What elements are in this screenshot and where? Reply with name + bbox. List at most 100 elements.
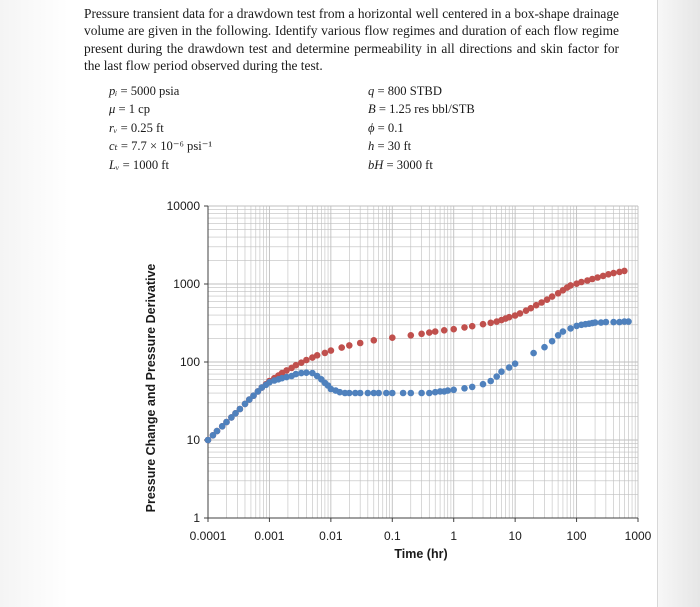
- pressure-change-point: [440, 327, 448, 334]
- given-porosity: ϕ = 0.1: [368, 120, 404, 135]
- pressure-change-point: [303, 356, 310, 364]
- derivative-point: [616, 318, 623, 326]
- pressure-change-point: [538, 299, 545, 306]
- y-tick-label: 10000: [167, 199, 201, 213]
- pressure-change-point: [594, 274, 601, 281]
- derivative-point: [352, 389, 359, 397]
- pressure-change-point: [346, 342, 353, 349]
- derivative-point: [213, 427, 221, 435]
- derivative-point: [548, 337, 556, 345]
- pressure-change-point: [298, 359, 305, 366]
- chart-grid: [207, 205, 639, 519]
- derivative-point: [298, 369, 305, 377]
- derivative-point: [461, 385, 468, 392]
- derivative-point: [236, 405, 244, 413]
- pressure-change-point: [327, 347, 335, 354]
- chart-axes: [204, 205, 639, 522]
- pressure-change-point: [468, 322, 476, 330]
- pressure-change-point: [321, 349, 329, 357]
- given-well-length: Lᵥ = 1000 ft: [109, 157, 169, 172]
- derivative-point: [364, 389, 372, 397]
- derivative-point: [493, 373, 501, 380]
- derivative-point: [625, 318, 632, 325]
- derivative-point: [223, 418, 230, 426]
- pressure-change-point: [338, 344, 345, 351]
- problem-statement: Pressure transient data for a drawdown t…: [84, 5, 619, 75]
- given-total-compressibility: cₜ = 7.7 × 10⁻⁶ psi⁻¹: [109, 139, 213, 154]
- derivative-point: [444, 387, 452, 394]
- given-viscosity: μ = 1 cp: [109, 102, 151, 117]
- given-formation-volume-factor: B = 1.25 res bbl/STB: [368, 102, 475, 117]
- derivative-point: [383, 389, 390, 397]
- derivative-point: [479, 380, 487, 388]
- pressure-change-point: [426, 329, 433, 336]
- pressure-change-point: [589, 275, 596, 283]
- pressure-change-point: [461, 324, 468, 331]
- derivative-point: [356, 389, 364, 397]
- y-axis-label: Pressure Change and Pressure Derivative: [144, 264, 158, 513]
- derivative-point: [218, 423, 226, 430]
- pressure-change-point: [621, 267, 628, 275]
- pressure-change-point: [407, 332, 415, 339]
- derivative-point: [389, 389, 396, 397]
- derivative-point: [418, 389, 425, 397]
- derivative-point: [610, 318, 617, 326]
- derivative-point: [283, 373, 290, 381]
- derivative-point: [292, 370, 300, 378]
- given-flow-rate: q = 800 STBD: [368, 84, 442, 98]
- x-tick-label: 100: [567, 529, 587, 543]
- givens-right-column: q = 800 STBD B = 1.25 res bbl/STB ϕ = 0.…: [368, 82, 475, 174]
- derivative-point: [228, 414, 235, 421]
- derivative-point: [487, 377, 495, 385]
- derivative-point: [309, 369, 316, 377]
- x-tick-label: 1000: [625, 529, 652, 543]
- pressure-change-point: [313, 352, 321, 359]
- given-thickness: h = 30 ft: [368, 139, 412, 154]
- derivative-point: [370, 389, 378, 397]
- derivative-point: [559, 328, 567, 335]
- pressure-change-point: [578, 278, 585, 286]
- x-tick-label: 0.001: [254, 529, 284, 543]
- derivative-point: [602, 318, 610, 326]
- derivative-point: [346, 389, 353, 397]
- pressure-change-point: [283, 367, 290, 374]
- pressure-change-point: [431, 328, 439, 335]
- pressure-change-point: [548, 293, 556, 300]
- pressure-change-point: [610, 269, 617, 277]
- derivative-point: [554, 332, 562, 339]
- pressure-change-point: [389, 334, 396, 341]
- right-divider: [657, 0, 658, 607]
- derivative-point: [232, 410, 239, 417]
- pressure-change-point: [599, 272, 607, 280]
- pressure-change-point: [516, 310, 524, 317]
- y-tick-label: 100: [180, 355, 200, 369]
- given-wellbore-radius: rᵥ = 0.25 ft: [109, 120, 164, 135]
- pressure-change-point: [567, 282, 574, 289]
- given-drainage-width: bH = 3000 ft: [368, 157, 433, 172]
- givens-left-column: pᵢ = 5000 psia μ = 1 cp rᵥ = 0.25 ft cₜ …: [109, 82, 212, 174]
- pressure-change-point: [532, 301, 540, 309]
- derivative-point: [431, 388, 439, 396]
- derivative-point: [567, 325, 574, 332]
- derivative-point: [505, 364, 513, 371]
- pressure-change-point: [554, 290, 562, 297]
- derivative-point: [591, 319, 599, 326]
- x-axis-label: Time (hr): [394, 547, 447, 561]
- derivative-point: [209, 432, 217, 439]
- pressure-change-point: [527, 304, 535, 312]
- y-tick-label: 1000: [173, 277, 200, 291]
- pressure-change-point: [356, 339, 364, 347]
- derivative-point: [511, 360, 519, 367]
- right-margin: [658, 0, 700, 607]
- derivative-point: [597, 319, 605, 326]
- x-tick-label: 0.01: [319, 529, 343, 543]
- derivative-point: [498, 368, 505, 375]
- chart-tick-labels: 1 10 100 1000 10000 0.0001 0.001 0.01 0.1 1 10 100 1…: [167, 199, 652, 543]
- chart-points: [204, 267, 632, 444]
- pressure-change-point: [487, 319, 495, 327]
- derivative-point: [303, 369, 310, 376]
- log-log-chart: 1 10 100 1000 10000 0.0001 0.001 0.01 0.1 1 10 100 1…: [140, 190, 670, 590]
- given-initial-pressure: pᵢ = 5000 psia: [109, 84, 180, 98]
- pressure-change-point: [370, 337, 378, 344]
- derivative-point: [399, 389, 407, 397]
